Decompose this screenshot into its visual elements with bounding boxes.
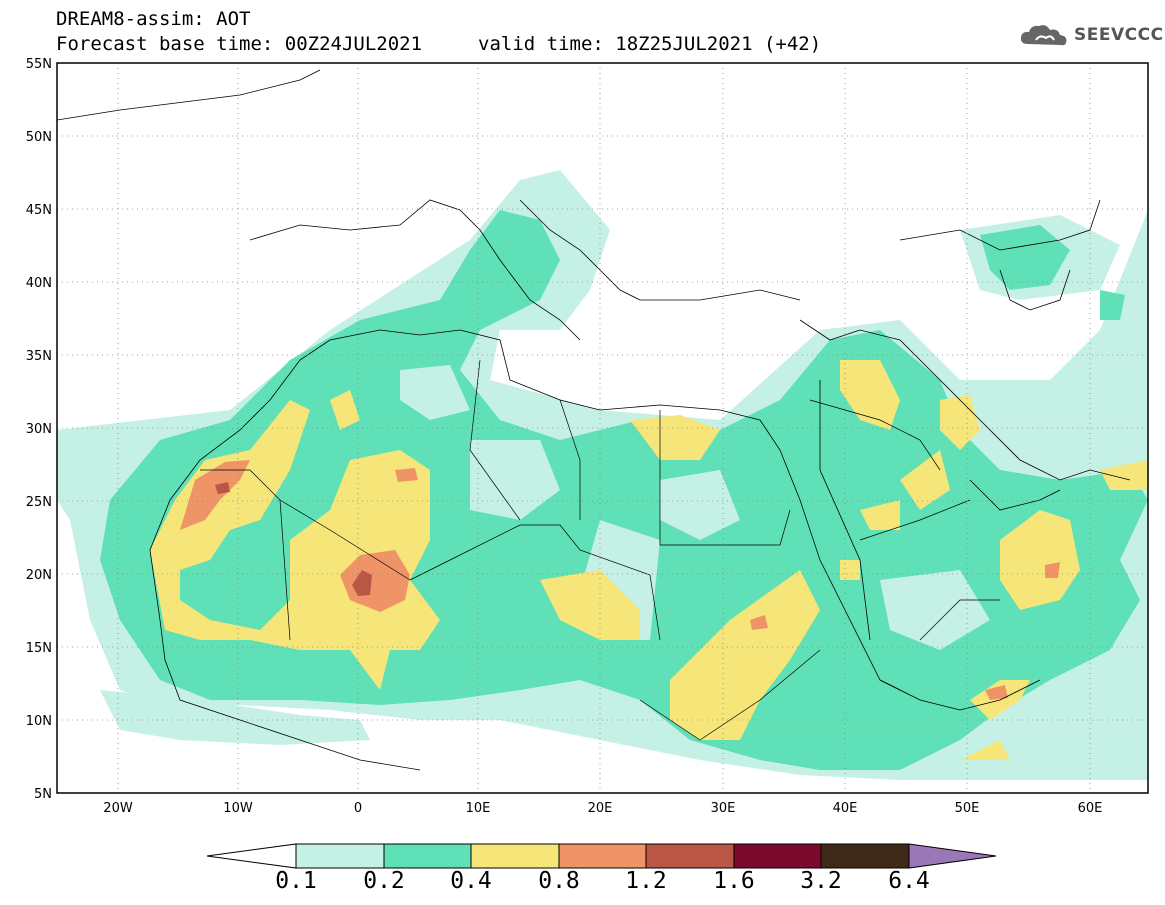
colorbar-label-0-1: 0.1 <box>275 868 317 894</box>
map-frame <box>56 62 1149 794</box>
lat-label-45n: 45N <box>26 203 52 218</box>
colorbar-label-1-6: 1.6 <box>713 868 755 894</box>
lat-label-20n: 20N <box>26 568 52 583</box>
colorbar-label-6-4: 6.4 <box>888 868 930 894</box>
colorbar-label-0-8: 0.8 <box>538 868 580 894</box>
colorbar-label-1-2: 1.2 <box>625 868 667 894</box>
map-title: DREAM8-assim: AOT <box>56 8 251 30</box>
lon-label-40e: 40E <box>833 801 858 816</box>
lon-label-60e: 60E <box>1078 801 1103 816</box>
lon-label-50e: 50E <box>955 801 980 816</box>
longitude-labels: 20W 10W 0 10E 20E 30E 40E 50E 60E <box>103 801 1102 816</box>
seevccc-logo: SEEVCCC <box>1018 22 1164 48</box>
lat-label-35n: 35N <box>26 349 52 364</box>
lat-label-15n: 15N <box>26 641 52 656</box>
valid-time: valid time: 18Z25JUL2021 (+42) <box>478 33 822 55</box>
lat-label-50n: 50N <box>26 130 52 145</box>
logo-text: SEEVCCC <box>1074 25 1164 45</box>
lon-label-20w: 20W <box>103 801 133 816</box>
lon-label-0: 0 <box>354 801 362 816</box>
forecast-base-time: Forecast base time: 00Z24JUL2021 <box>56 33 423 55</box>
lon-label-30e: 30E <box>711 801 736 816</box>
aot-level-1-2 <box>215 482 372 596</box>
colorbar-label-0-2: 0.2 <box>363 868 405 894</box>
colorbar-label-0-4: 0.4 <box>450 868 492 894</box>
borders <box>200 359 1000 741</box>
coastlines <box>57 69 1131 771</box>
aot-level-0-8 <box>180 460 1060 700</box>
lat-label-55n: 55N <box>26 57 52 72</box>
lon-label-10w: 10W <box>223 801 253 816</box>
colorbar-label-3-2: 3.2 <box>800 868 842 894</box>
cloud-icon <box>1020 25 1067 46</box>
latitude-labels: 55N 50N 45N 40N 35N 30N 25N 20N 15N 10N … <box>26 57 52 802</box>
lat-label-40n: 40N <box>26 276 52 291</box>
lat-label-10n: 10N <box>26 714 52 729</box>
lon-label-20e: 20E <box>588 801 613 816</box>
lat-label-25n: 25N <box>26 495 52 510</box>
lat-label-30n: 30N <box>26 422 52 437</box>
gridlines <box>57 63 1148 793</box>
lon-label-10e: 10E <box>466 801 491 816</box>
lat-label-5n: 5N <box>34 787 52 802</box>
